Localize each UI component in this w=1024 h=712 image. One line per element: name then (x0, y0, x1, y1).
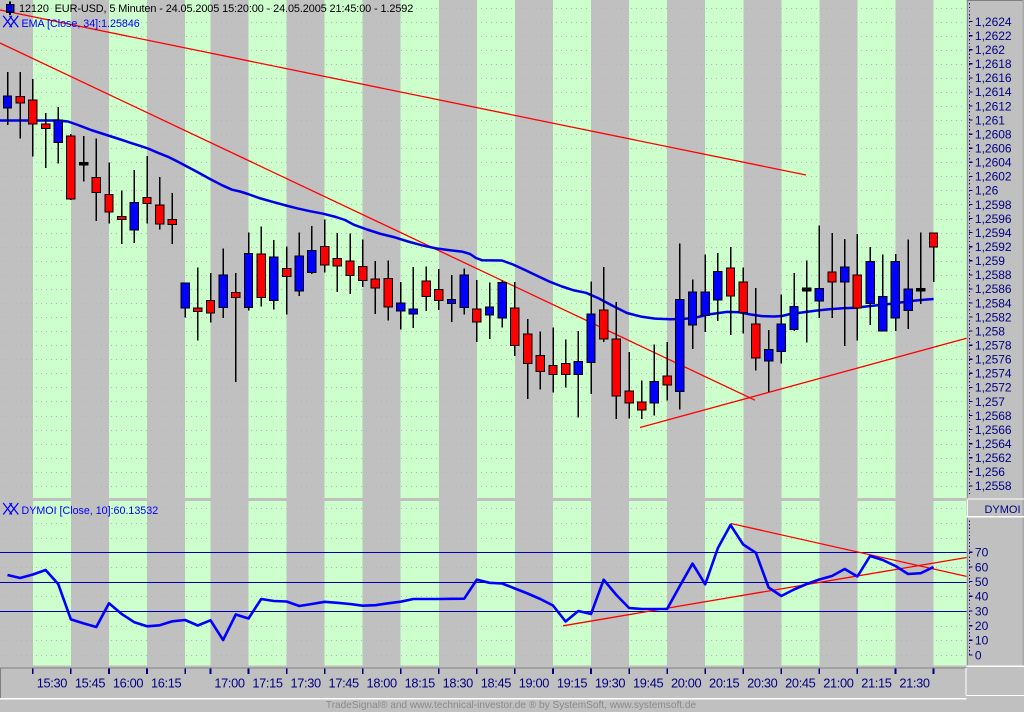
svg-text:15:30: 15:30 (37, 675, 68, 690)
svg-text:10: 10 (975, 634, 989, 648)
svg-text:19:30: 19:30 (595, 675, 626, 690)
svg-text:1,2568: 1,2568 (975, 409, 1012, 423)
svg-text:40: 40 (975, 590, 989, 604)
svg-text:1,262: 1,262 (975, 43, 1005, 57)
svg-text:12120 EUR-USD, 5 Minuten - 24: 12120 EUR-USD, 5 Minuten - 24.05.2005 15… (19, 3, 413, 15)
svg-text:1,2558: 1,2558 (975, 479, 1012, 493)
svg-text:EMA [Close, 34]:1.25846: EMA [Close, 34]:1.25846 (22, 18, 140, 30)
svg-text:DYMOI: DYMOI (984, 504, 1020, 516)
svg-text:17:15: 17:15 (252, 675, 283, 690)
svg-text:1,2562: 1,2562 (975, 451, 1012, 465)
svg-text:20: 20 (975, 619, 989, 633)
svg-text:1,259: 1,259 (975, 254, 1005, 268)
svg-text:1,2584: 1,2584 (975, 296, 1012, 310)
svg-text:1,2586: 1,2586 (975, 282, 1012, 296)
svg-text:20:15: 20:15 (709, 675, 740, 690)
svg-text:1,26: 1,26 (975, 184, 999, 198)
svg-text:20:00: 20:00 (671, 675, 702, 690)
svg-text:19:00: 19:00 (519, 675, 550, 690)
svg-text:1,2588: 1,2588 (975, 268, 1012, 282)
svg-text:1,2594: 1,2594 (975, 226, 1012, 240)
svg-text:17:45: 17:45 (329, 675, 360, 690)
svg-text:1,2574: 1,2574 (975, 367, 1012, 381)
svg-text:1,2578: 1,2578 (975, 339, 1012, 353)
svg-text:TradeSignal® and www.technical: TradeSignal® and www.technical-investor.… (326, 700, 697, 711)
svg-text:1,2576: 1,2576 (975, 353, 1012, 367)
svg-text:17:00: 17:00 (214, 675, 245, 690)
svg-text:1,2566: 1,2566 (975, 423, 1012, 437)
svg-text:30: 30 (975, 604, 989, 618)
svg-text:1,2616: 1,2616 (975, 71, 1012, 85)
svg-text:1,2612: 1,2612 (975, 99, 1012, 113)
svg-text:1,2582: 1,2582 (975, 310, 1012, 324)
svg-text:16:00: 16:00 (113, 675, 144, 690)
svg-text:1,2608: 1,2608 (975, 128, 1012, 142)
svg-text:21:00: 21:00 (823, 675, 854, 690)
svg-text:70: 70 (975, 546, 989, 560)
svg-text:1,2606: 1,2606 (975, 142, 1012, 156)
svg-text:1,2624: 1,2624 (975, 15, 1012, 29)
svg-text:1,2572: 1,2572 (975, 381, 1012, 395)
svg-text:15:45: 15:45 (75, 675, 106, 690)
svg-text:0: 0 (975, 648, 982, 662)
svg-text:17:30: 17:30 (290, 675, 321, 690)
svg-text:1,2596: 1,2596 (975, 212, 1012, 226)
svg-text:18:45: 18:45 (481, 675, 512, 690)
svg-text:20:45: 20:45 (785, 675, 816, 690)
svg-text:19:45: 19:45 (633, 675, 664, 690)
svg-text:21:15: 21:15 (861, 675, 892, 690)
svg-text:DYMOI [Close, 10]:60.13532: DYMOI [Close, 10]:60.13532 (22, 505, 159, 517)
svg-text:18:30: 18:30 (443, 675, 474, 690)
svg-text:1,2614: 1,2614 (975, 85, 1012, 99)
svg-text:1,2604: 1,2604 (975, 156, 1012, 170)
svg-text:18:15: 18:15 (405, 675, 436, 690)
svg-text:1,2592: 1,2592 (975, 240, 1012, 254)
svg-text:18:00: 18:00 (367, 675, 398, 690)
svg-text:16:15: 16:15 (151, 675, 182, 690)
svg-text:1,2618: 1,2618 (975, 57, 1012, 71)
svg-text:1,2564: 1,2564 (975, 437, 1012, 451)
svg-text:1,261: 1,261 (975, 113, 1005, 127)
svg-text:20:30: 20:30 (747, 675, 778, 690)
svg-text:1,2598: 1,2598 (975, 198, 1012, 212)
svg-text:19:15: 19:15 (557, 675, 588, 690)
svg-text:1,2622: 1,2622 (975, 29, 1012, 43)
svg-text:1,256: 1,256 (975, 465, 1005, 479)
svg-text:1,257: 1,257 (975, 395, 1005, 409)
svg-text:60: 60 (975, 560, 989, 574)
svg-text:50: 50 (975, 575, 989, 589)
svg-text:1,258: 1,258 (975, 324, 1005, 338)
svg-text:21:30: 21:30 (899, 675, 930, 690)
svg-text:1,2602: 1,2602 (975, 170, 1012, 184)
